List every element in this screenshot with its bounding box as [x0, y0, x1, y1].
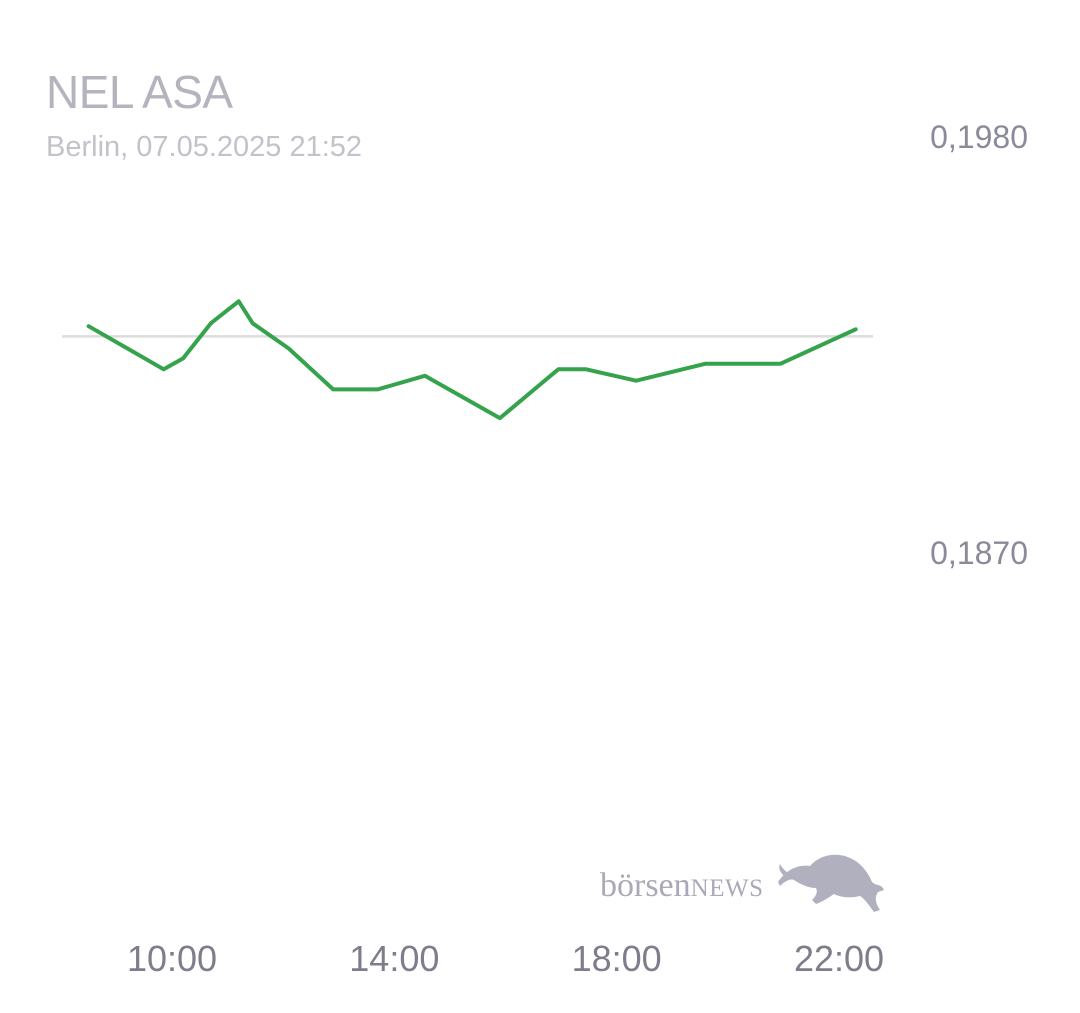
y-tick-label-bottom: 0,1870 [930, 535, 1028, 571]
brand-logo: börsenNEWS [600, 866, 763, 912]
x-tick-label: 14:00 [349, 938, 440, 979]
chart-subtitle: Berlin, 07.05.2025 21:52 [46, 131, 363, 163]
brand-text-boersen: börsen [600, 867, 691, 904]
x-tick-label: 22:00 [793, 938, 885, 979]
chart-title: NEL ASA [46, 66, 233, 118]
x-tick-label: 10:00 [126, 938, 218, 979]
y-tick-label-top: 0,1980 [930, 119, 1028, 155]
series-line-0 [86, 299, 858, 421]
x-tick-label: 18:00 [571, 938, 662, 979]
brand-text-news: NEWS [690, 875, 764, 902]
bull-icon [778, 854, 884, 912]
